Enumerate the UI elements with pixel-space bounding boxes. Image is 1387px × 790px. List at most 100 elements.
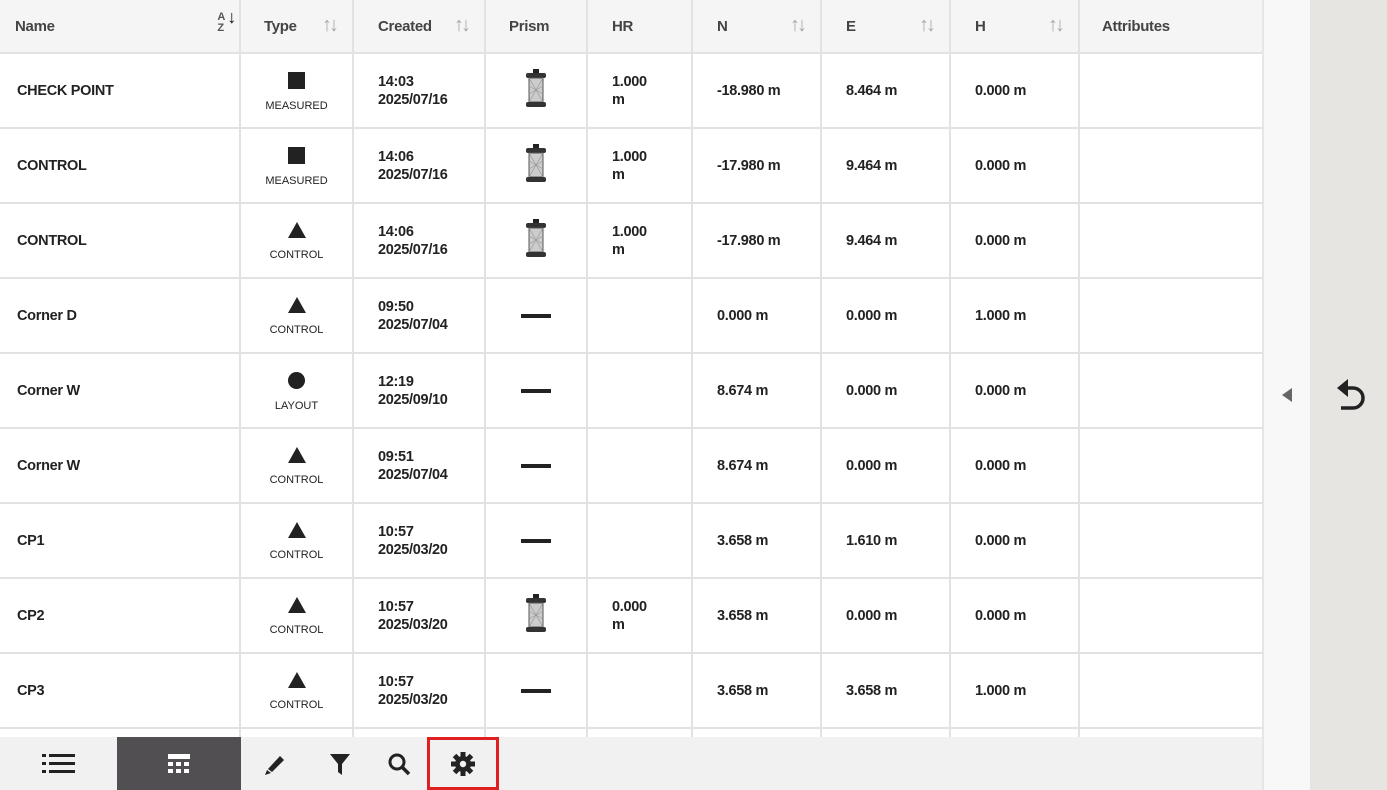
sort-icon[interactable]: ↑↓	[1048, 14, 1065, 36]
created-time: 09:51	[378, 448, 414, 465]
col-n[interactable]: N ↑↓	[693, 0, 822, 52]
table-row[interactable]: CONTROL MEASURED 14:06 2025/07/16 1.000 m …	[0, 129, 1262, 204]
h-cell: 0.000 m	[951, 129, 1080, 202]
n-cell: 3.658 m	[693, 654, 822, 727]
hr-unit: m	[612, 166, 625, 183]
n-value: 8.674 m	[717, 382, 769, 399]
table-row[interactable]: Corner W LAYOUT 12:19 2025/09/10 8.674 m …	[0, 354, 1262, 429]
h-value: 0.000 m	[975, 157, 1027, 174]
e-cell: 0.000 m	[822, 279, 951, 352]
table-row[interactable]: CONTROL CONTROL 14:06 2025/07/16 1.000 m -…	[0, 204, 1262, 279]
created-time: 14:03	[378, 73, 414, 90]
e-cell: 9.464 m	[822, 204, 951, 277]
type-cell: CONTROL	[241, 204, 354, 277]
filter-button[interactable]	[309, 737, 371, 790]
sort-icon[interactable]: ↑↓	[322, 14, 339, 36]
prism-cell	[486, 354, 588, 427]
sort-icon[interactable]: ↑↓	[919, 14, 936, 36]
attributes-cell	[1080, 279, 1262, 352]
hr-value: 1.000	[612, 148, 647, 165]
created-time: 10:57	[378, 673, 414, 690]
table-row[interactable]: Corner D CONTROL 09:50 2025/07/04 0.000 m…	[0, 279, 1262, 354]
sort-icon[interactable]: ↑↓	[790, 14, 807, 36]
col-prism: Prism	[486, 0, 588, 52]
prism-cell	[486, 54, 588, 127]
e-value: 1.610 m	[846, 532, 898, 549]
created-date: 2025/07/16	[378, 91, 448, 108]
e-value: 8.464 m	[846, 82, 898, 99]
dash-icon	[521, 388, 551, 393]
table-row[interactable]	[0, 729, 1262, 737]
list-view-button[interactable]	[0, 737, 117, 790]
table-row[interactable]: CP2 CONTROL 10:57 2025/03/20 0.000 m 3.658…	[0, 579, 1262, 654]
name-cell: Corner D	[0, 279, 241, 352]
n-value: -17.980 m	[717, 157, 781, 174]
hr-cell	[588, 654, 693, 727]
table-row[interactable]: CP3 CONTROL 10:57 2025/03/20 3.658 m 3.65…	[0, 654, 1262, 729]
sort-az-icon[interactable]: A Z ↓	[217, 7, 237, 34]
edit-button[interactable]	[241, 737, 309, 790]
h-value: 1.000 m	[975, 307, 1027, 324]
name-cell: Corner W	[0, 429, 241, 502]
table-row[interactable]: CP1 CONTROL 10:57 2025/03/20 3.658 m 1.61…	[0, 504, 1262, 579]
e-cell: 0.000 m	[822, 579, 951, 652]
type-cell: CONTROL	[241, 279, 354, 352]
e-cell: 1.610 m	[822, 504, 951, 577]
prism-icon	[524, 143, 548, 188]
e-value: 9.464 m	[846, 232, 898, 249]
attributes-cell	[1080, 579, 1262, 652]
type-cell: CONTROL	[241, 654, 354, 727]
prism-cell	[486, 504, 588, 577]
settings-button[interactable]	[427, 737, 499, 790]
h-value: 0.000 m	[975, 82, 1027, 99]
circle-icon	[288, 372, 305, 389]
prism-icon	[524, 218, 548, 263]
type-label: CONTROL	[269, 324, 324, 336]
dash-icon	[521, 313, 551, 318]
pencil-icon	[265, 755, 284, 775]
col-type[interactable]: Type ↑↓	[241, 0, 354, 52]
h-value: 0.000 m	[975, 457, 1027, 474]
n-cell: 3.658 m	[693, 579, 822, 652]
search-button[interactable]	[371, 737, 427, 790]
collapse-arrow-icon[interactable]	[1282, 388, 1292, 402]
table-row[interactable]: CHECK POINT MEASURED 14:03 2025/07/16 1.0…	[0, 54, 1262, 129]
h-cell: 1.000 m	[951, 279, 1080, 352]
sort-icon[interactable]: ↑↓	[454, 14, 471, 36]
table-view-button[interactable]	[117, 737, 241, 790]
created-cell: 10:57 2025/03/20	[354, 654, 486, 727]
type-label: CONTROL	[269, 474, 324, 486]
prism-cell	[486, 204, 588, 277]
triangle-icon	[287, 297, 306, 313]
n-value: -17.980 m	[717, 232, 781, 249]
created-date: 2025/03/20	[378, 541, 448, 558]
created-date: 2025/09/10	[378, 391, 448, 408]
hr-unit: m	[612, 616, 625, 633]
col-created[interactable]: Created ↑↓	[354, 0, 486, 52]
e-cell: 9.464 m	[822, 129, 951, 202]
bottom-toolbar	[0, 737, 1262, 790]
hr-cell: 0.000 m	[588, 579, 693, 652]
type-cell: LAYOUT	[241, 354, 354, 427]
attributes-cell	[1080, 654, 1262, 727]
table-row[interactable]: Corner W CONTROL 09:51 2025/07/04 8.674 m…	[0, 429, 1262, 504]
h-value: 0.000 m	[975, 382, 1027, 399]
col-e[interactable]: E ↑↓	[822, 0, 951, 52]
prism-cell	[486, 279, 588, 352]
undo-icon[interactable]	[1337, 378, 1367, 412]
type-label: MEASURED	[265, 175, 328, 187]
h-value: 0.000 m	[975, 232, 1027, 249]
attributes-cell	[1080, 429, 1262, 502]
list-icon	[41, 753, 75, 773]
h-value: 0.000 m	[975, 607, 1027, 624]
col-name[interactable]: Name A Z ↓	[0, 0, 241, 52]
type-cell: MEASURED	[241, 54, 354, 127]
triangle-icon	[287, 522, 306, 538]
point-name: CONTROL	[17, 232, 87, 249]
col-h[interactable]: H ↑↓	[951, 0, 1080, 52]
created-date: 2025/03/20	[378, 691, 448, 708]
triangle-icon	[287, 597, 306, 613]
n-cell: 8.674 m	[693, 429, 822, 502]
attributes-cell	[1080, 204, 1262, 277]
hr-cell	[588, 279, 693, 352]
